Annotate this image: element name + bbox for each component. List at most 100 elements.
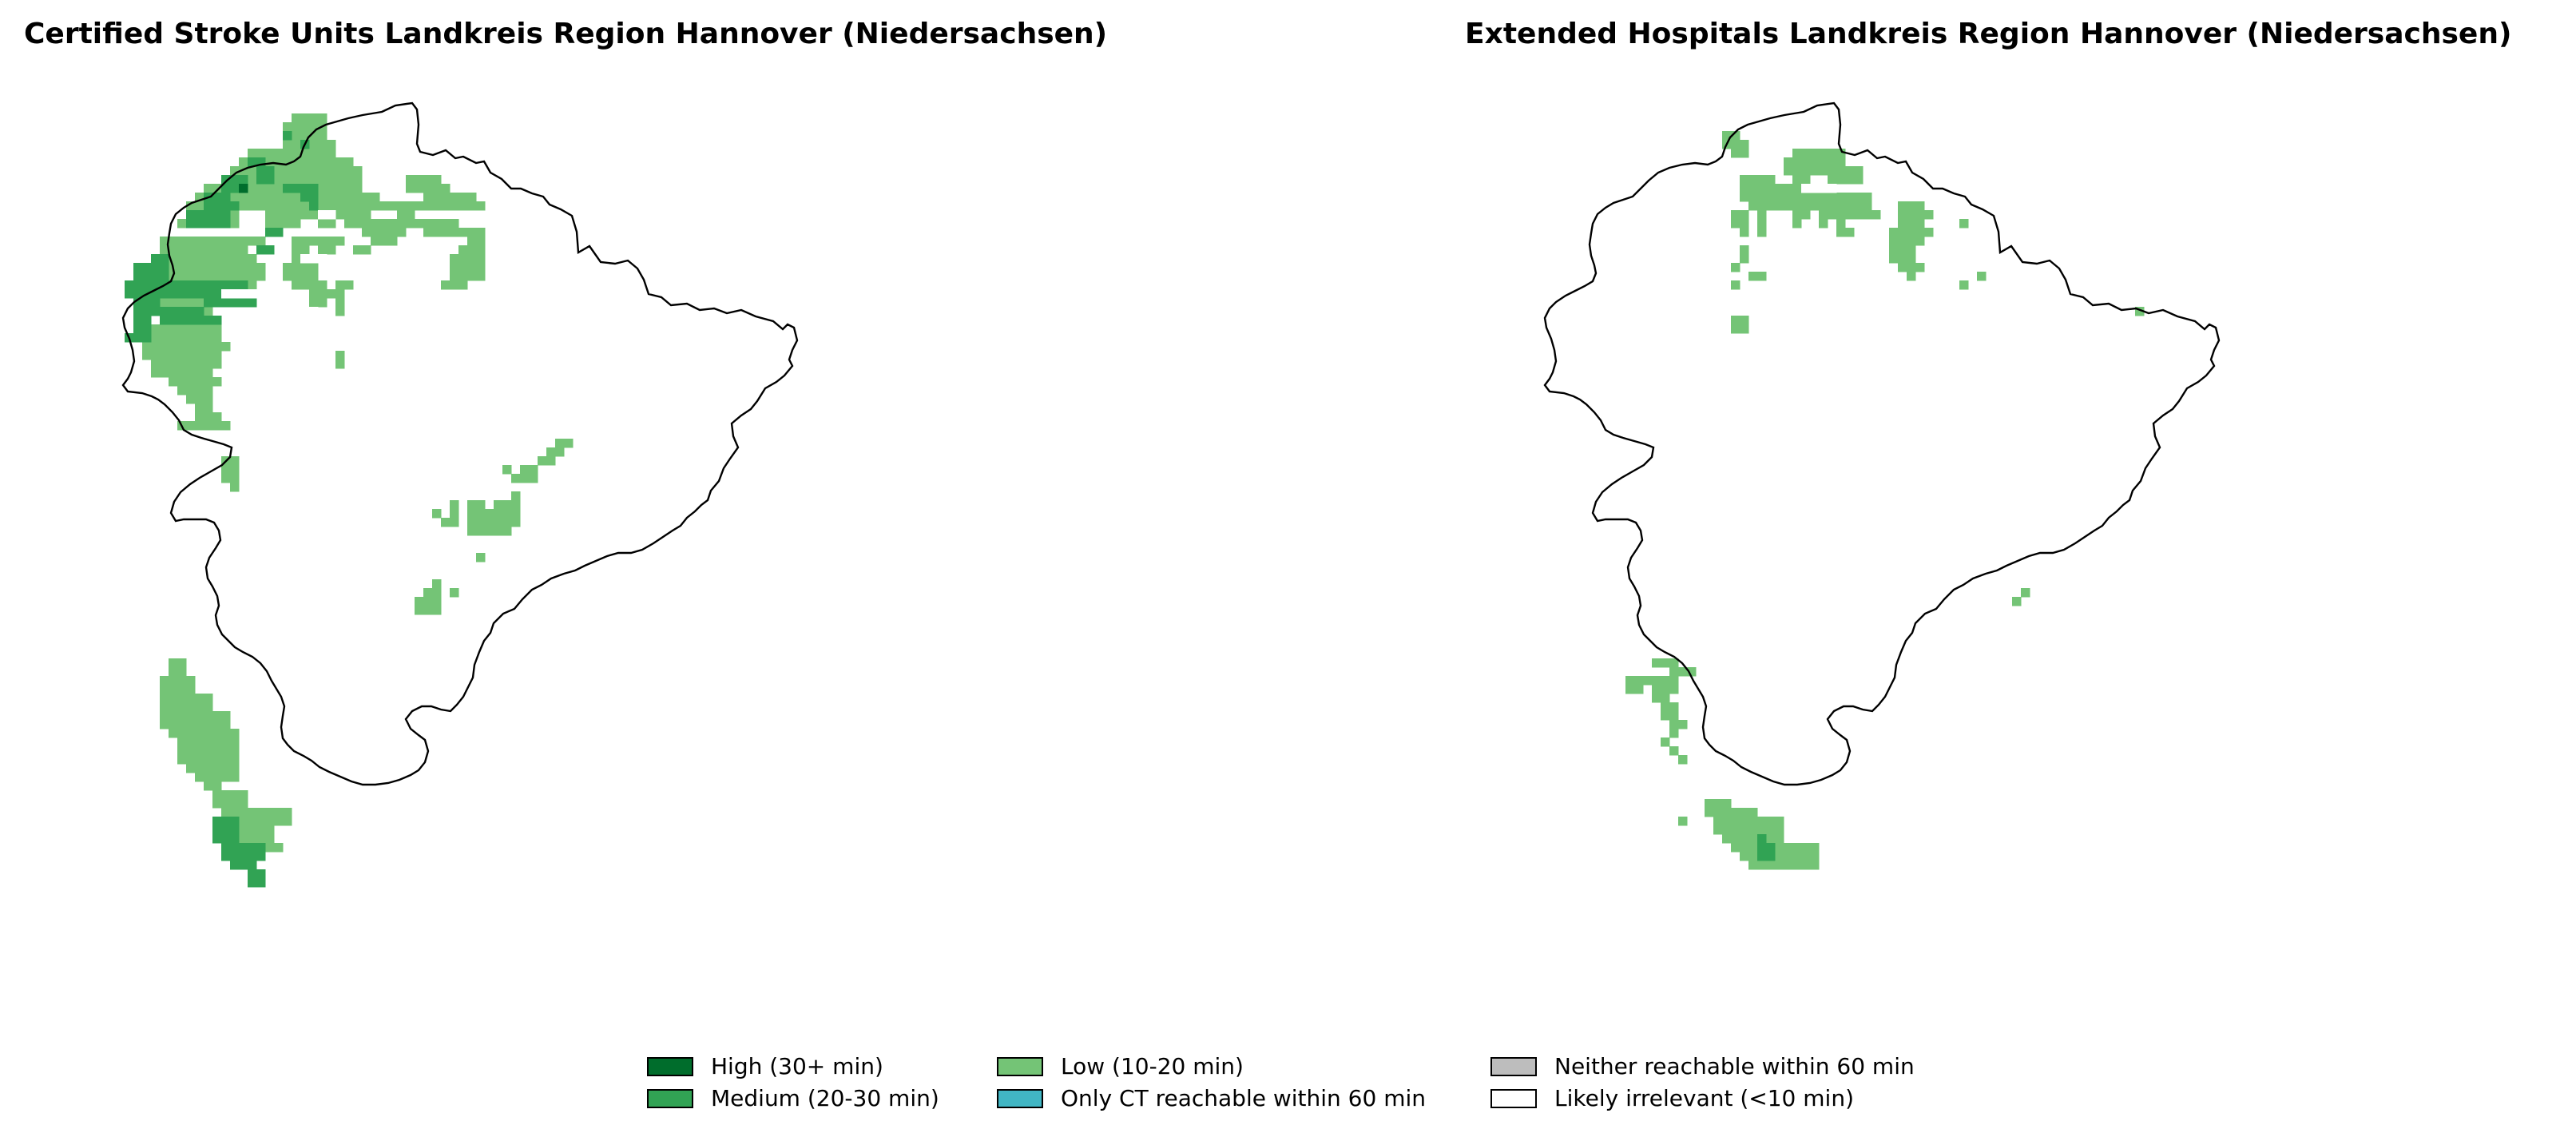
legend-item-neither: Neither reachable within 60 min xyxy=(1490,1053,1915,1079)
legend-label: Medium (20-30 min) xyxy=(711,1085,939,1111)
grid-cell-low xyxy=(160,237,266,246)
grid-cell-low xyxy=(1740,254,1749,264)
grid-cell-irrelevant xyxy=(327,263,354,272)
grid-cell-irrelevant xyxy=(1828,184,1837,193)
grid-cell-low xyxy=(248,149,336,158)
grid-cell-low xyxy=(1731,210,1749,220)
grid-cell-medium xyxy=(230,201,240,211)
grid-cell-low xyxy=(1792,175,1811,185)
grid-cell-medium xyxy=(142,324,152,343)
grid-cell-low xyxy=(502,465,512,475)
grid-cell-medium xyxy=(212,817,240,844)
legend-label: Likely irrelevant (<10 min) xyxy=(1554,1085,1854,1111)
legend-swatch-medium xyxy=(647,1088,693,1108)
grid-cell-low xyxy=(450,588,459,598)
grid-cell-low xyxy=(1669,746,1679,756)
grid-cell-low xyxy=(441,518,451,527)
grid-cell-low xyxy=(1678,755,1688,765)
legend-item-only-ct: Only CT reachable within 60 min xyxy=(997,1085,1426,1111)
grid-cell-low xyxy=(450,201,486,211)
grid-cell-low xyxy=(406,175,442,185)
grid-cell-low xyxy=(186,201,380,211)
grid-cell-low xyxy=(1828,175,1864,185)
grid-cell-low xyxy=(1625,676,1679,686)
grid-cell-low xyxy=(1748,861,1820,870)
grid-cell-low xyxy=(1669,720,1688,729)
region-outline xyxy=(1543,101,2221,786)
grid-cell-low xyxy=(239,157,354,167)
grid-cell-low xyxy=(195,773,240,782)
grid-cell-medium xyxy=(265,228,284,237)
grid-cell-low xyxy=(406,184,451,193)
stroke-units-cells xyxy=(125,113,574,888)
grid-cell-low xyxy=(335,280,354,290)
grid-cell-low xyxy=(151,272,266,281)
legend-swatch-irrelevant xyxy=(1490,1088,1537,1108)
grid-cell-medium xyxy=(256,245,275,255)
legend-swatch-neither xyxy=(1490,1056,1537,1076)
grid-cell-low xyxy=(441,280,468,290)
grid-cell-low xyxy=(1889,228,1925,246)
grid-cell-low xyxy=(1819,210,1881,220)
grid-cell-low xyxy=(318,219,336,229)
grid-cell-medium xyxy=(256,166,275,185)
grid-cell-low xyxy=(1625,685,1644,694)
legend-label: Low (10-20 min) xyxy=(1061,1053,1244,1079)
grid-cell-medium xyxy=(248,157,266,167)
grid-cell-low xyxy=(511,491,521,527)
grid-cell-low xyxy=(177,421,231,431)
legend-swatch-only-ct xyxy=(997,1088,1043,1108)
grid-cell-low xyxy=(318,245,336,255)
grid-cell-low xyxy=(1740,228,1749,237)
stroke-units-map xyxy=(121,101,799,888)
grid-cell-low xyxy=(335,351,345,369)
grid-cell-medium xyxy=(125,333,143,343)
grid-cell-low xyxy=(230,483,240,492)
grid-cell-low xyxy=(458,245,468,290)
grid-cell-low xyxy=(1731,263,1740,272)
grid-cell-low xyxy=(151,263,266,272)
left-map-title: Certified Stroke Units Landkreis Region … xyxy=(24,18,1108,50)
grid-cell-low xyxy=(230,166,363,176)
grid-cell-low xyxy=(397,210,415,220)
grid-cell-irrelevant xyxy=(1801,184,1828,193)
grid-cell-low xyxy=(1898,263,1925,272)
grid-cell-low xyxy=(1907,272,1916,281)
grid-cell-low xyxy=(1836,219,1846,229)
grid-cell-low xyxy=(432,579,442,589)
grid-cell-low xyxy=(1889,245,1916,264)
grid-cell-low xyxy=(160,245,248,255)
grid-cell-low xyxy=(142,351,222,360)
grid-cell-low xyxy=(1977,272,1987,281)
grid-cell-low xyxy=(1819,219,1828,229)
grid-cell-low xyxy=(142,333,222,343)
grid-cell-low xyxy=(1731,280,1740,290)
grid-cell-low xyxy=(353,245,371,255)
grid-cell-low xyxy=(1740,184,1820,193)
grid-cell-low xyxy=(511,474,521,483)
grid-cell-low xyxy=(538,456,556,466)
grid-cell-low xyxy=(555,439,574,448)
grid-cell-low xyxy=(2012,597,2022,606)
grid-cell-low xyxy=(283,122,327,141)
grid-cell-medium xyxy=(133,263,169,281)
grid-cell-low xyxy=(1924,210,1934,220)
grid-cell-low xyxy=(160,676,196,694)
grid-cell-low xyxy=(292,245,310,255)
legend-item-irrelevant: Likely irrelevant (<10 min) xyxy=(1490,1085,1854,1111)
grid-cell-low xyxy=(1959,219,1969,229)
grid-cell-low xyxy=(1836,228,1855,237)
grid-cell-low xyxy=(1792,210,1811,220)
grid-cell-medium xyxy=(221,843,266,861)
grid-cell-low xyxy=(1740,193,1872,202)
legend-swatch-high xyxy=(647,1056,693,1076)
grid-cell-low xyxy=(1678,817,1688,826)
grid-cell-low xyxy=(2021,588,2030,598)
grid-cell-medium xyxy=(186,210,231,229)
grid-cell-low xyxy=(1740,245,1749,255)
grid-cell-low xyxy=(1757,219,1767,229)
grid-cell-low xyxy=(1731,219,1749,229)
grid-cell-low xyxy=(1748,272,1767,281)
grid-cell-low xyxy=(450,500,459,527)
grid-cell-low xyxy=(160,694,213,712)
